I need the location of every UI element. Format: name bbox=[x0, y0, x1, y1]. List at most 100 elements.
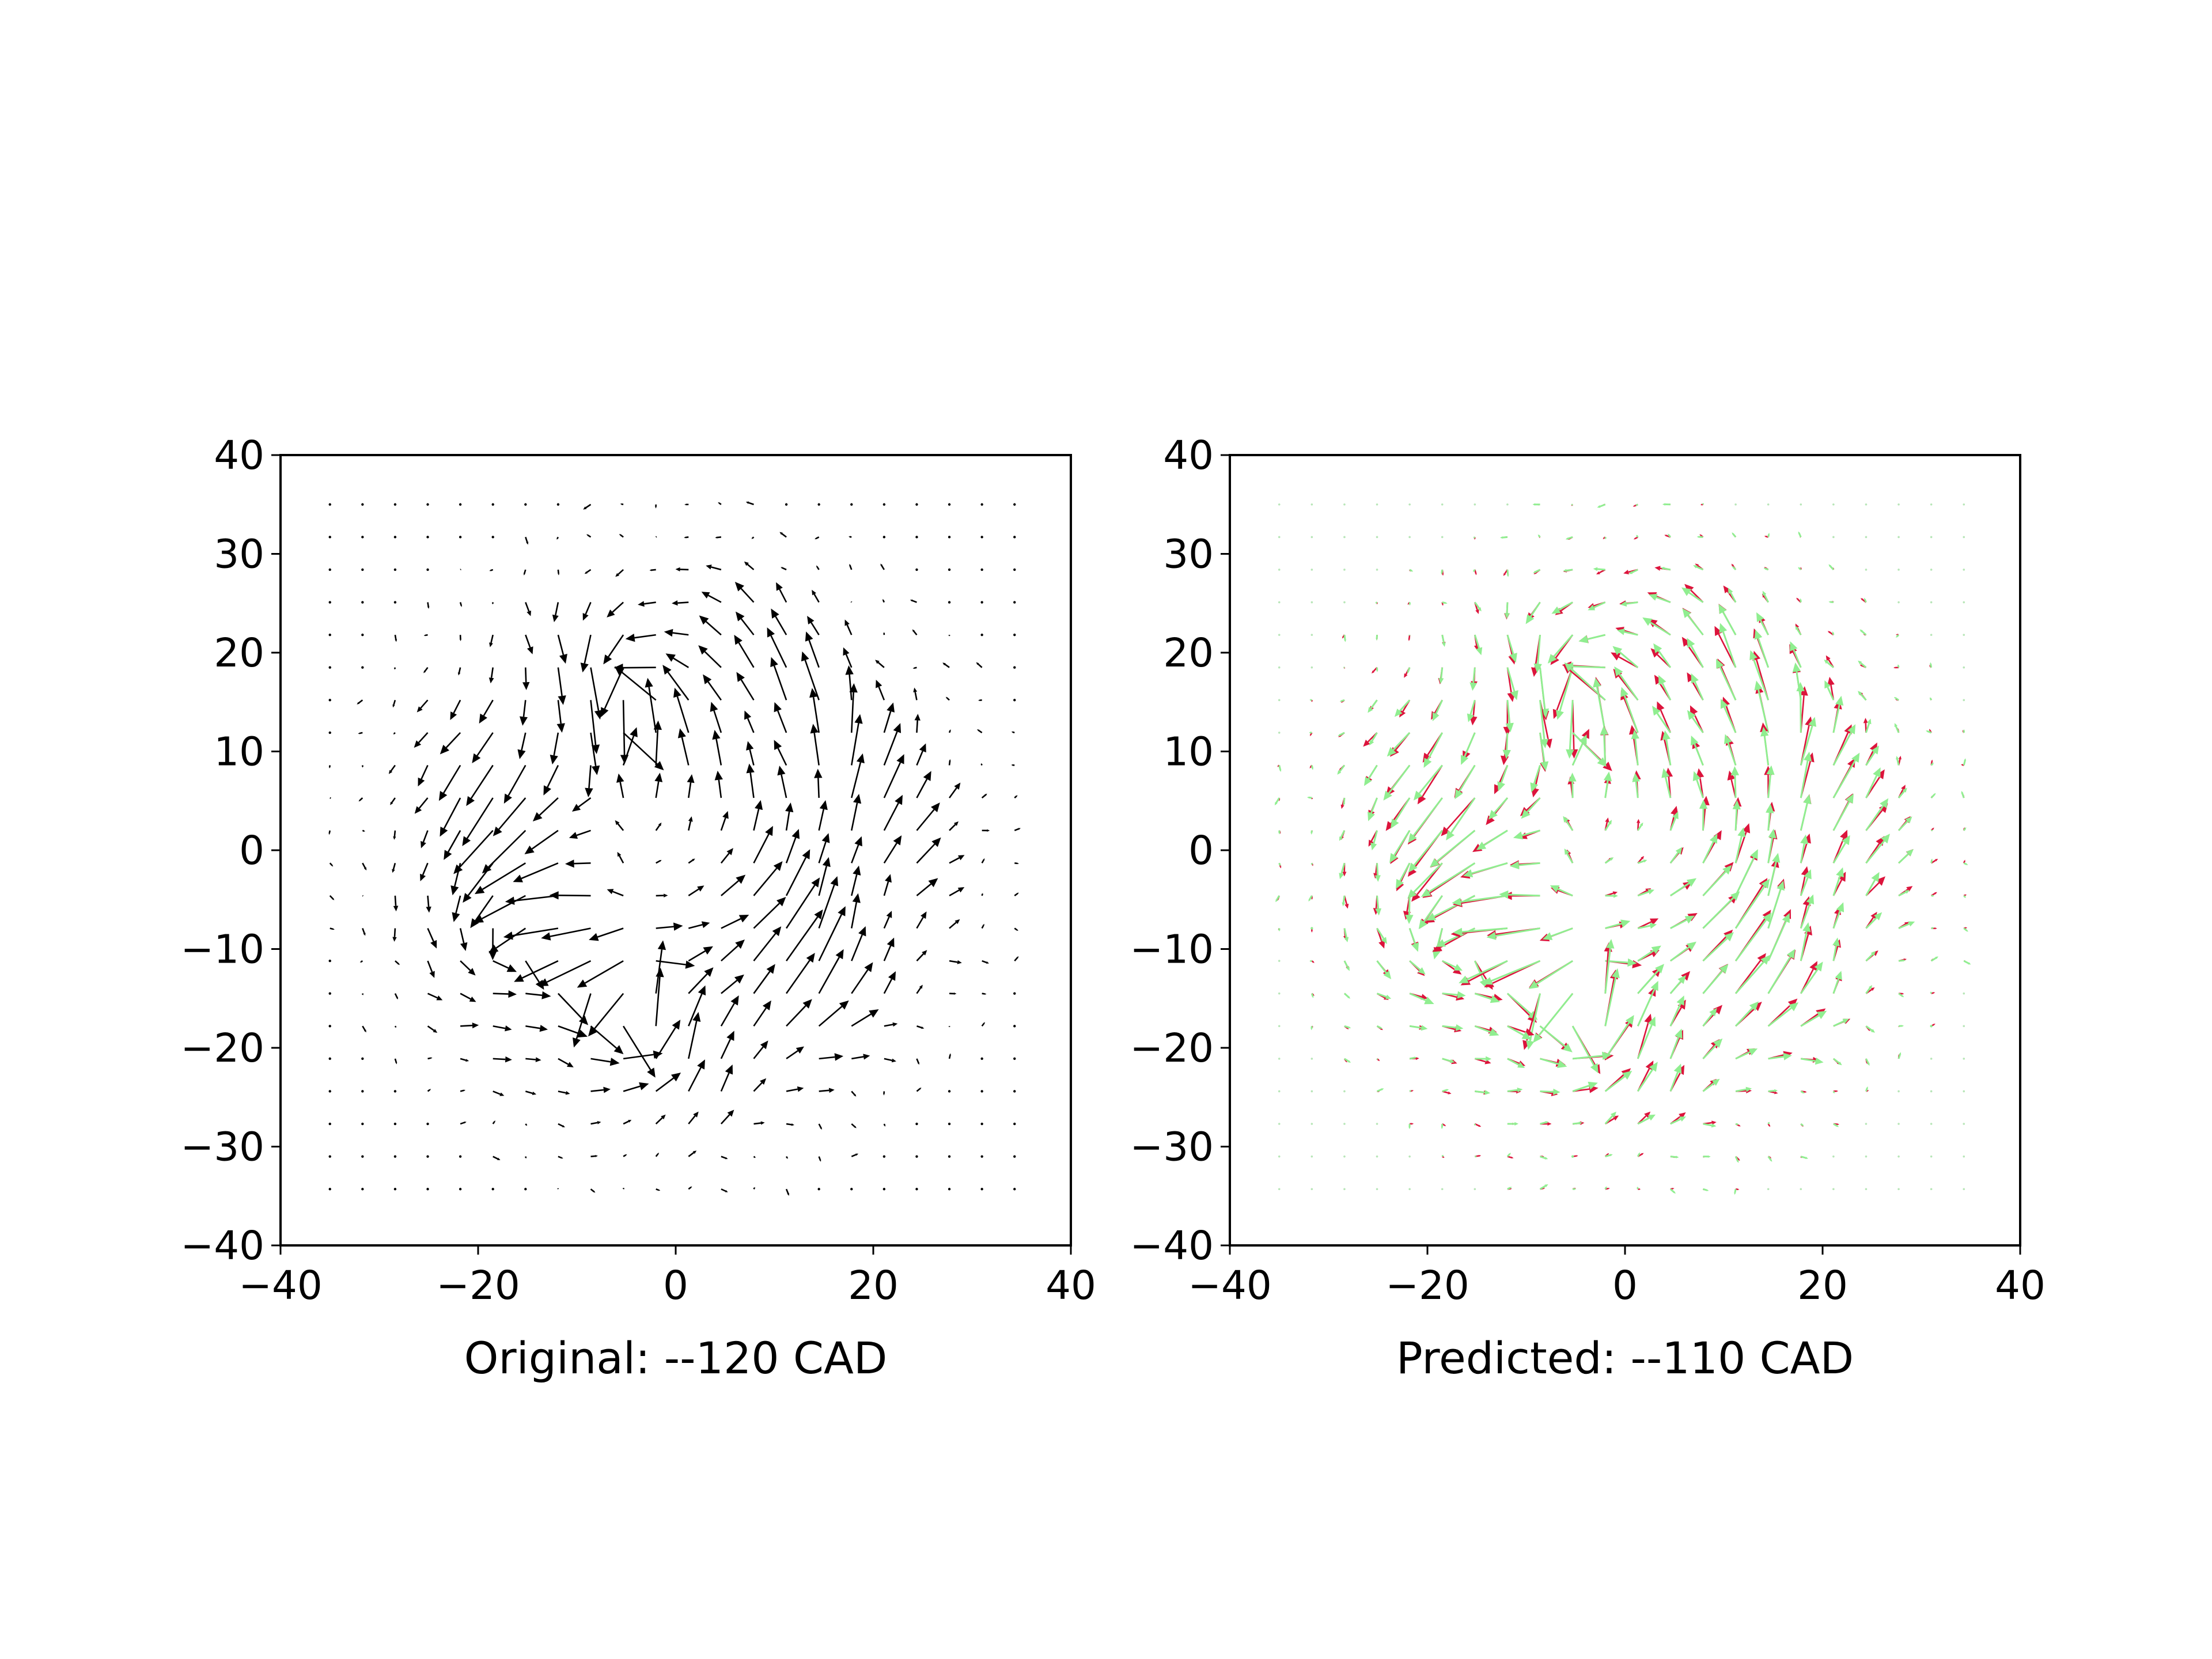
quiver-arrow-predicted bbox=[1734, 1156, 1739, 1163]
quiver-arrow-predicted bbox=[1343, 634, 1346, 642]
quiver-arrow-predicted bbox=[1390, 797, 1411, 829]
quiver-arrow-predicted bbox=[1693, 565, 1704, 571]
panel-original: −40 −20 0 20 40 40 30 20 10 0 −10 −20 −30 −40 Original… bbox=[180, 433, 1096, 1384]
quiver-arrow-predicted bbox=[1724, 734, 1737, 766]
quiver-arrow bbox=[807, 616, 820, 635]
quiver-arrow-predicted bbox=[1376, 635, 1378, 641]
quiver-dot bbox=[1963, 601, 1965, 604]
quiver-arrow bbox=[459, 635, 462, 642]
y-tick-label: −20 bbox=[180, 1025, 264, 1071]
quiver-arrow bbox=[493, 960, 517, 972]
y-tick-label: 30 bbox=[1163, 532, 1214, 578]
quiver-arrow-predicted bbox=[1649, 593, 1671, 603]
quiver-arrow-predicted bbox=[1669, 975, 1686, 994]
quiver-dot bbox=[1897, 569, 1900, 571]
quiver-arrow bbox=[914, 714, 921, 733]
quiver-dot bbox=[393, 1122, 397, 1126]
quiver-arrow-predicted bbox=[1507, 1058, 1525, 1069]
quiver-arrow-predicted bbox=[1405, 895, 1414, 925]
quiver-arrow-predicted bbox=[1653, 643, 1672, 668]
quiver-arrow bbox=[981, 923, 984, 929]
quiver-arrow-reference bbox=[1410, 1123, 1414, 1125]
quiver-dot bbox=[1310, 1058, 1313, 1060]
quiver-arrow bbox=[818, 1156, 821, 1162]
quiver-arrow bbox=[584, 569, 592, 574]
quiver-arrow bbox=[818, 1123, 822, 1130]
quiver-arrow bbox=[557, 993, 589, 1025]
quiver-dot bbox=[459, 1188, 462, 1191]
quiver-dot bbox=[328, 536, 331, 539]
quiver-arrow bbox=[362, 765, 363, 768]
quiver-dot bbox=[1013, 1090, 1016, 1093]
quiver-arrow-predicted bbox=[1342, 895, 1346, 907]
quiver-arrow-predicted bbox=[1718, 604, 1737, 635]
quiver-arrow bbox=[819, 1053, 844, 1061]
quiver-arrow bbox=[523, 569, 527, 575]
quiver-arrow bbox=[552, 602, 559, 623]
quiver-arrow-predicted bbox=[1930, 662, 1933, 668]
quiver-arrow-predicted bbox=[1798, 567, 1802, 571]
quiver-arrow bbox=[462, 797, 494, 846]
quiver-arrow bbox=[522, 667, 530, 690]
quiver-arrow-predicted bbox=[1702, 1078, 1720, 1092]
quiver-dot bbox=[328, 1155, 331, 1158]
quiver-arrow-predicted bbox=[1832, 1090, 1835, 1094]
quiver-arrow bbox=[851, 962, 873, 994]
quiver-arrow-predicted bbox=[1343, 960, 1350, 971]
quiver-arrow bbox=[845, 665, 854, 700]
quiver-arrow bbox=[388, 764, 396, 774]
quiver-arrow bbox=[976, 662, 983, 668]
y-tick-label: 20 bbox=[214, 630, 264, 676]
quiver-arrow-predicted bbox=[1669, 941, 1696, 962]
quiver-arrow-predicted bbox=[1828, 601, 1834, 604]
quiver-arrow-predicted bbox=[1604, 857, 1614, 864]
quiver-arrow-predicted bbox=[1734, 849, 1758, 896]
quiver-arrow bbox=[525, 1123, 528, 1126]
quiver-dot bbox=[1376, 1123, 1378, 1125]
quiver-arrow-predicted bbox=[1732, 566, 1737, 570]
quiver-arrow-reference bbox=[1767, 1123, 1771, 1127]
quiver-arrow bbox=[623, 1154, 627, 1157]
quiver-arrow bbox=[420, 862, 429, 881]
quiver-arrow bbox=[1014, 828, 1021, 831]
quiver-arrow-predicted bbox=[1893, 696, 1899, 701]
quiver-arrow-predicted bbox=[1278, 765, 1282, 772]
quiver-arrow bbox=[810, 724, 820, 766]
quiver-dot bbox=[980, 1090, 983, 1093]
quiver-arrow-predicted bbox=[1563, 569, 1573, 572]
quiver-dot bbox=[915, 1122, 918, 1126]
quiver-arrow bbox=[781, 567, 787, 571]
quiver-arrow bbox=[688, 816, 693, 831]
quiver-arrow-predicted bbox=[1376, 960, 1392, 979]
quiver-dot bbox=[1376, 503, 1378, 506]
quiver-arrow-predicted bbox=[1767, 828, 1777, 863]
quiver-arrow bbox=[589, 927, 624, 941]
quiver-arrow bbox=[710, 702, 722, 733]
quiver-dot bbox=[1343, 601, 1346, 604]
y-tick-label: −30 bbox=[1130, 1124, 1214, 1171]
quiver-arrow-predicted bbox=[1767, 949, 1796, 994]
quiver-arrow-predicted bbox=[1762, 590, 1770, 603]
quiver-arrow bbox=[818, 1000, 849, 1027]
quiver-arrow bbox=[720, 810, 729, 831]
quiver-arrow bbox=[582, 602, 592, 621]
quiver-arrow bbox=[916, 1087, 922, 1092]
quiver-arrow bbox=[851, 1123, 857, 1128]
quiver-dot bbox=[328, 633, 331, 637]
quiver-arrow-predicted bbox=[1309, 699, 1312, 701]
quiver-arrow bbox=[654, 772, 663, 798]
quiver-arrow bbox=[818, 876, 839, 929]
quiver-arrow bbox=[472, 732, 494, 764]
quiver-arrow bbox=[362, 993, 364, 995]
quiver-arrow bbox=[577, 960, 624, 988]
quiver-dot bbox=[1310, 503, 1313, 506]
quiver-arrow bbox=[358, 732, 363, 734]
quiver-arrow bbox=[460, 1089, 466, 1092]
quiver-arrow bbox=[590, 1025, 624, 1055]
quiver-dot bbox=[1310, 1123, 1313, 1125]
quiver-arrow bbox=[470, 895, 494, 929]
quiver-arrow-predicted bbox=[1344, 1058, 1351, 1063]
quiver-arrow-predicted bbox=[1800, 1010, 1827, 1027]
quiver-arrow-predicted bbox=[1605, 919, 1631, 929]
quiver-arrow-predicted bbox=[1309, 732, 1312, 734]
